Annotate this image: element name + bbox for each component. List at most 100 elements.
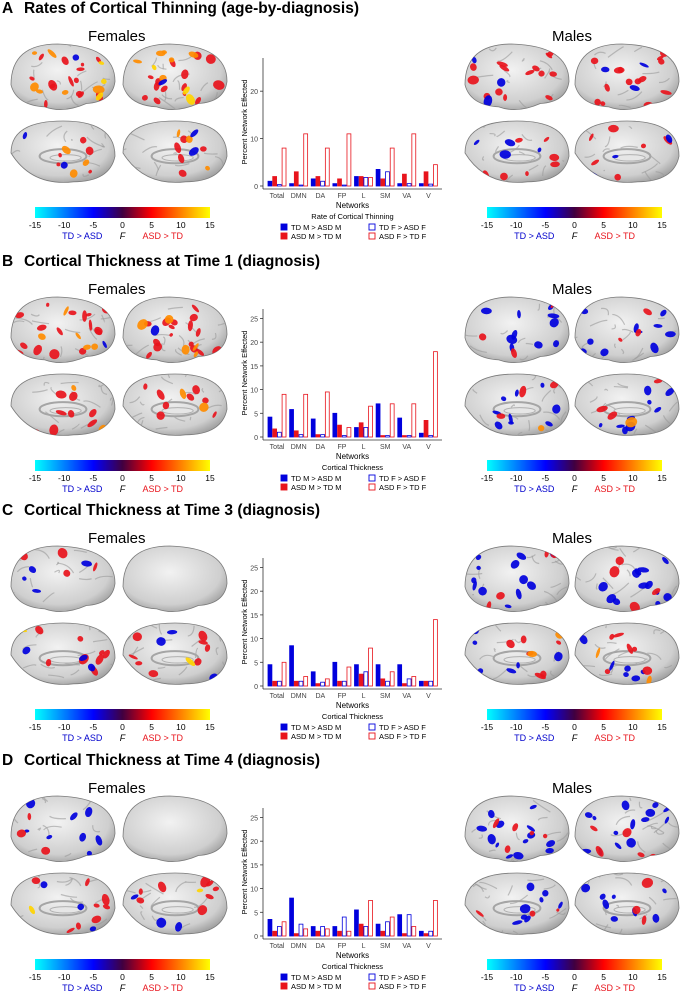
legend-title: Cortical Thickness: [322, 962, 383, 971]
bar-dmn-open-red: [303, 133, 309, 187]
y-tick-label: 0: [254, 184, 258, 191]
bar-chart: 0 10 20 Percent Network Effected Total DMN DA F…: [235, 50, 450, 250]
y-tick-label: 15: [250, 613, 258, 620]
bar-va-open-red: [411, 133, 417, 187]
x-tick-label: DMN: [291, 943, 307, 950]
colorbar-td-label: TD > ASD: [514, 231, 555, 241]
bar-v-filled-red: [423, 933, 429, 937]
y-axis-label: Percent Network Effected: [240, 331, 249, 416]
colorbar-tick: -10: [58, 972, 71, 982]
females-right-medial-brain: [122, 872, 228, 935]
bar-dmn-filled-blue: [289, 183, 294, 187]
legend-swatch-asdf: [368, 982, 376, 990]
bar-v-open-red: [433, 619, 438, 687]
bar-va-filled-blue: [397, 914, 403, 937]
x-tick-label: FP: [337, 943, 346, 950]
bar-fp-open-red: [346, 666, 352, 687]
bar-sm-open-blue: [385, 171, 390, 187]
bar-l-open-red: [368, 405, 373, 438]
bar-da-open-blue: [320, 681, 325, 687]
bar-v-open-red: [433, 900, 438, 937]
legend-swatch-asdf: [368, 232, 376, 240]
bar-va-filled-blue: [397, 417, 403, 438]
colorbar-f-label: F: [120, 231, 126, 241]
females-left-lateral-brain: [10, 795, 116, 863]
males-right-lateral-brain: [574, 795, 680, 863]
females-label: Females: [88, 281, 146, 298]
x-tick-label: L: [362, 444, 366, 451]
colorbar-tick: 15: [205, 722, 215, 732]
bar-l-open-red: [368, 647, 373, 687]
colorbar-td-label: TD > ASD: [514, 484, 555, 494]
males-right-lateral-brain: [574, 296, 680, 364]
legend-swatch-tdm: [280, 223, 288, 231]
legend-swatch-asdm: [280, 483, 288, 491]
y-tick-label: 20: [250, 839, 258, 846]
males-left-lateral-brain: [464, 795, 570, 863]
bar-va-open-blue: [406, 183, 412, 187]
y-tick-label: 5: [254, 660, 258, 667]
y-tick-label: 0: [254, 934, 258, 941]
colorbar-tick: -5: [542, 473, 550, 483]
y-tick-label: 15: [250, 364, 258, 371]
males-brain-maps: [464, 43, 680, 183]
bar-va-open-blue: [406, 435, 412, 438]
bar-v-open-blue: [428, 680, 434, 687]
bar-v-open-blue: [428, 183, 434, 187]
bar-total-open-red: [281, 393, 287, 438]
bar-l-open-red: [368, 900, 373, 937]
legend-swatch-tdf: [368, 474, 376, 482]
colorbar-tick: -5: [90, 220, 98, 230]
colorbar-td-label: TD > ASD: [62, 733, 103, 743]
colorbar: -15 -10 -5 0 5 10 15 TD > ASD F ASD > TD: [477, 207, 672, 247]
y-tick-label: 20: [250, 589, 258, 596]
bar-v-filled-red: [423, 420, 429, 438]
colorbar: -15 -10 -5 0 5 10 15 TD > ASD F ASD > TD: [477, 709, 672, 749]
legend-label-asdm: ASD M > TD M: [291, 732, 342, 741]
legend-label-asdm: ASD M > TD M: [291, 982, 342, 991]
colorbar-f-label: F: [120, 484, 126, 494]
bar-da-open-red: [324, 147, 330, 187]
females-label: Females: [88, 530, 146, 547]
bar-l-filled-red: [358, 422, 364, 438]
colorbar-tick: -10: [510, 722, 523, 732]
x-tick-label: SM: [380, 693, 391, 700]
males-left-medial-brain: [464, 373, 570, 436]
colorbar: -15 -10 -5 0 5 10 15 TD > ASD F ASD > TD: [25, 959, 220, 999]
x-tick-label: Total: [270, 943, 285, 950]
bar-v-filled-red: [423, 171, 429, 187]
bar-v-filled-blue: [418, 432, 424, 438]
males-left-medial-brain: [464, 622, 570, 685]
x-tick-label: VA: [402, 943, 411, 950]
bar-dmn-open-red: [303, 928, 309, 937]
bar-fp-filled-red: [337, 424, 342, 438]
panel-title-text: Cortical Thickness at Time 4 (diagnosis): [24, 752, 321, 769]
males-label: Males: [552, 780, 593, 797]
colorbar-tick: 5: [149, 722, 154, 732]
bar-dmn-open-blue: [298, 923, 304, 937]
legend-title: Cortical Thickness: [322, 463, 383, 472]
bar-v-open-blue: [428, 930, 434, 937]
bar-fp-open-red: [346, 427, 352, 438]
x-tick-label: VA: [402, 444, 411, 451]
x-tick-label: V: [426, 444, 431, 451]
females-left-lateral-brain: [10, 43, 116, 111]
bar-total-open-red: [281, 661, 287, 687]
x-tick-label: DA: [315, 693, 325, 700]
bar-va-filled-red: [402, 933, 407, 937]
bar-sm-open-red: [389, 916, 395, 937]
x-tick-label: L: [362, 943, 366, 950]
colorbar-tick: 10: [628, 972, 638, 982]
colorbar: -15 -10 -5 0 5 10 15 TD > ASD F ASD > TD: [25, 709, 220, 749]
bar-l-filled-blue: [354, 664, 359, 687]
bar-total-open-red: [281, 147, 287, 187]
colorbar-tick: 10: [176, 972, 186, 982]
bar-da-filled-blue: [310, 926, 316, 937]
bar-fp-open-blue: [341, 680, 347, 687]
colorbar: -15 -10 -5 0 5 10 15 TD > ASD F ASD > TD: [25, 207, 220, 247]
bar-chart: 0 5 10 15 20 25 Percent Network Effected Total D…: [235, 301, 450, 501]
bar-va-open-red: [411, 676, 417, 687]
bar-v-open-red: [433, 351, 438, 438]
legend-swatch-asdm: [280, 982, 288, 990]
colorbar-tick: 5: [149, 220, 154, 230]
